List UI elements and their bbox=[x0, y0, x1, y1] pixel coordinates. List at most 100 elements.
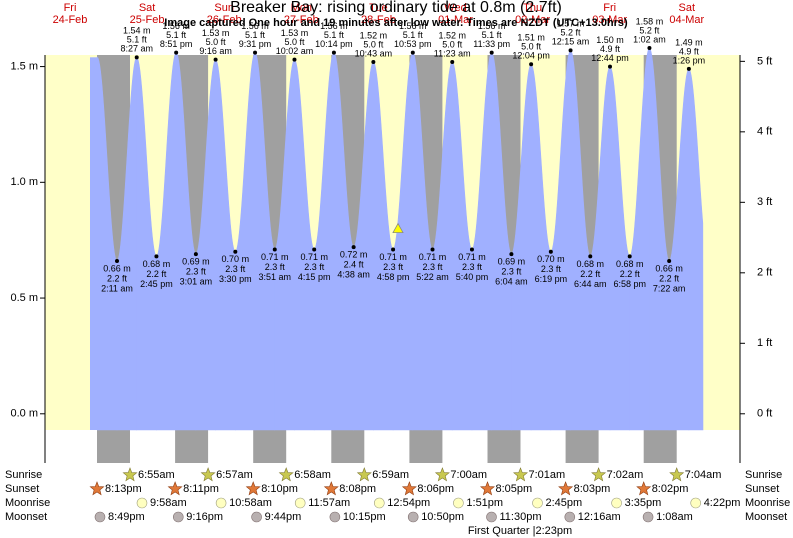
extreme-dot bbox=[608, 64, 612, 69]
labels: 0.0 m 0.5 m 1.0 m 1.5 m 0 ft 1 ft 2 ft 3 ft 4 ft… bbox=[5, 2, 790, 523]
extreme-dot bbox=[568, 48, 573, 53]
height-ft-label: 2.2 ft bbox=[659, 273, 680, 283]
event-time: 8:49pm bbox=[108, 511, 145, 523]
tide-segment bbox=[629, 47, 650, 431]
y2-tick-label: 0 ft bbox=[757, 408, 772, 420]
night-block bbox=[331, 430, 365, 463]
sunset-icon bbox=[479, 481, 496, 496]
height-m-label: 0.66 m bbox=[103, 263, 131, 273]
height-ft-label: 2.2 ft bbox=[146, 269, 167, 279]
night-blocks bbox=[97, 430, 677, 463]
time-label: 6:19 pm bbox=[535, 274, 568, 284]
height-m-label: 1.53 m bbox=[281, 28, 309, 38]
lower-strip bbox=[45, 430, 740, 463]
day-date: 24-Feb bbox=[53, 14, 88, 26]
event-time: 7:04am bbox=[685, 469, 722, 481]
moonset-icon bbox=[642, 511, 654, 523]
time-label: 5:22 am bbox=[416, 272, 449, 282]
height-ft-label: 5.1 ft bbox=[127, 35, 148, 45]
height-m-label: 1.49 m bbox=[675, 37, 703, 47]
tide-segment bbox=[235, 51, 256, 431]
height-ft-label: 5.1 ft bbox=[482, 30, 503, 40]
sunset-icon bbox=[167, 481, 183, 496]
time-label: 4:58 pm bbox=[377, 272, 410, 282]
event-time: 11:57am bbox=[308, 497, 350, 509]
height-ft-label: 5.2 ft bbox=[561, 28, 582, 38]
day-date: 26-Feb bbox=[207, 14, 242, 26]
sunset-icon bbox=[323, 481, 339, 496]
height-ft-label: 5.0 ft bbox=[521, 42, 542, 52]
moonrise-icon bbox=[453, 497, 464, 509]
extreme-dot bbox=[351, 245, 356, 250]
extreme-dot bbox=[292, 57, 297, 62]
event-time: 6:59am bbox=[372, 469, 409, 481]
height-ft-label: 2.3 ft bbox=[186, 266, 207, 276]
tide-segment bbox=[589, 65, 611, 431]
event-time: 10:50pm bbox=[421, 511, 464, 523]
night-block bbox=[409, 430, 443, 463]
time-label: 2:45 pm bbox=[140, 279, 173, 289]
tide-segment bbox=[96, 56, 118, 431]
row-label: Moonset bbox=[5, 511, 47, 523]
height-ft-label: 2.3 ft bbox=[304, 262, 325, 272]
chart-title: Breaker Bay: rising ordinary tide at 0.8… bbox=[230, 0, 562, 16]
day-date: 27-Feb bbox=[284, 14, 319, 26]
y-tick-label: 0.5 m bbox=[10, 292, 38, 304]
row-label: Moonrise bbox=[5, 497, 50, 509]
height-m-label: 0.68 m bbox=[616, 259, 644, 269]
sunset-icon bbox=[636, 481, 652, 496]
chart-subtitle: Image captured One hour and 19 minutes a… bbox=[164, 17, 628, 29]
height-m-label: 0.70 m bbox=[222, 254, 250, 264]
extreme-dot bbox=[469, 247, 474, 252]
event-time: 7:00am bbox=[450, 469, 487, 481]
extreme-dot bbox=[647, 46, 652, 51]
event-time: 11:30pm bbox=[500, 511, 542, 523]
night-block bbox=[253, 430, 287, 463]
height-m-label: 1.58 m bbox=[636, 16, 664, 26]
night-block bbox=[643, 430, 677, 463]
height-m-label: 0.69 m bbox=[182, 256, 210, 266]
height-ft-label: 2.3 ft bbox=[265, 262, 286, 272]
night-block bbox=[175, 430, 209, 463]
row-label: Sunset bbox=[5, 483, 39, 495]
height-m-label: 0.72 m bbox=[340, 250, 368, 260]
height-m-label: 0.71 m bbox=[379, 252, 407, 262]
day-date: 04-Mar bbox=[669, 14, 704, 26]
tide-segment bbox=[313, 51, 335, 431]
event-time: 8:05pm bbox=[496, 483, 533, 495]
height-ft-label: 2.3 ft bbox=[501, 266, 522, 276]
extreme-dot bbox=[193, 252, 198, 257]
height-ft-label: 5.1 ft bbox=[324, 30, 345, 40]
day-date: 03-Mar bbox=[592, 14, 627, 26]
extreme-dot bbox=[312, 247, 317, 252]
height-m-label: 0.66 m bbox=[655, 263, 683, 273]
extreme-dot bbox=[489, 50, 494, 55]
tide-segment bbox=[649, 47, 670, 431]
y2-tick-label: 3 ft bbox=[757, 196, 772, 208]
extreme-dot bbox=[450, 59, 455, 64]
moonset-icon bbox=[94, 511, 106, 523]
extreme-dot bbox=[154, 254, 159, 259]
tide-segment bbox=[195, 58, 216, 431]
time-label: 12:04 pm bbox=[512, 51, 550, 61]
sunrise-icon bbox=[200, 467, 216, 482]
tide-segment bbox=[294, 58, 315, 431]
extreme-dot bbox=[667, 259, 672, 264]
height-ft-label: 5.1 ft bbox=[166, 30, 187, 40]
height-ft-label: 4.9 ft bbox=[679, 46, 700, 56]
extreme-dot bbox=[686, 66, 691, 71]
height-ft-label: 4.9 ft bbox=[600, 44, 621, 54]
event-time: 7:01am bbox=[529, 469, 566, 481]
height-m-label: 1.53 m bbox=[202, 28, 230, 38]
event-time: 3:35pm bbox=[625, 497, 662, 509]
moonrise-icon bbox=[532, 497, 543, 509]
moonset-icon bbox=[564, 511, 576, 523]
height-ft-label: 5.0 ft bbox=[363, 39, 384, 49]
height-ft-label: 2.3 ft bbox=[383, 262, 404, 272]
height-m-label: 1.51 m bbox=[517, 33, 545, 43]
tide-segment bbox=[530, 63, 552, 431]
tide-segment bbox=[136, 56, 157, 431]
moonset-icon bbox=[407, 511, 419, 523]
extreme-dot bbox=[548, 249, 553, 254]
tide-segment bbox=[491, 51, 512, 431]
